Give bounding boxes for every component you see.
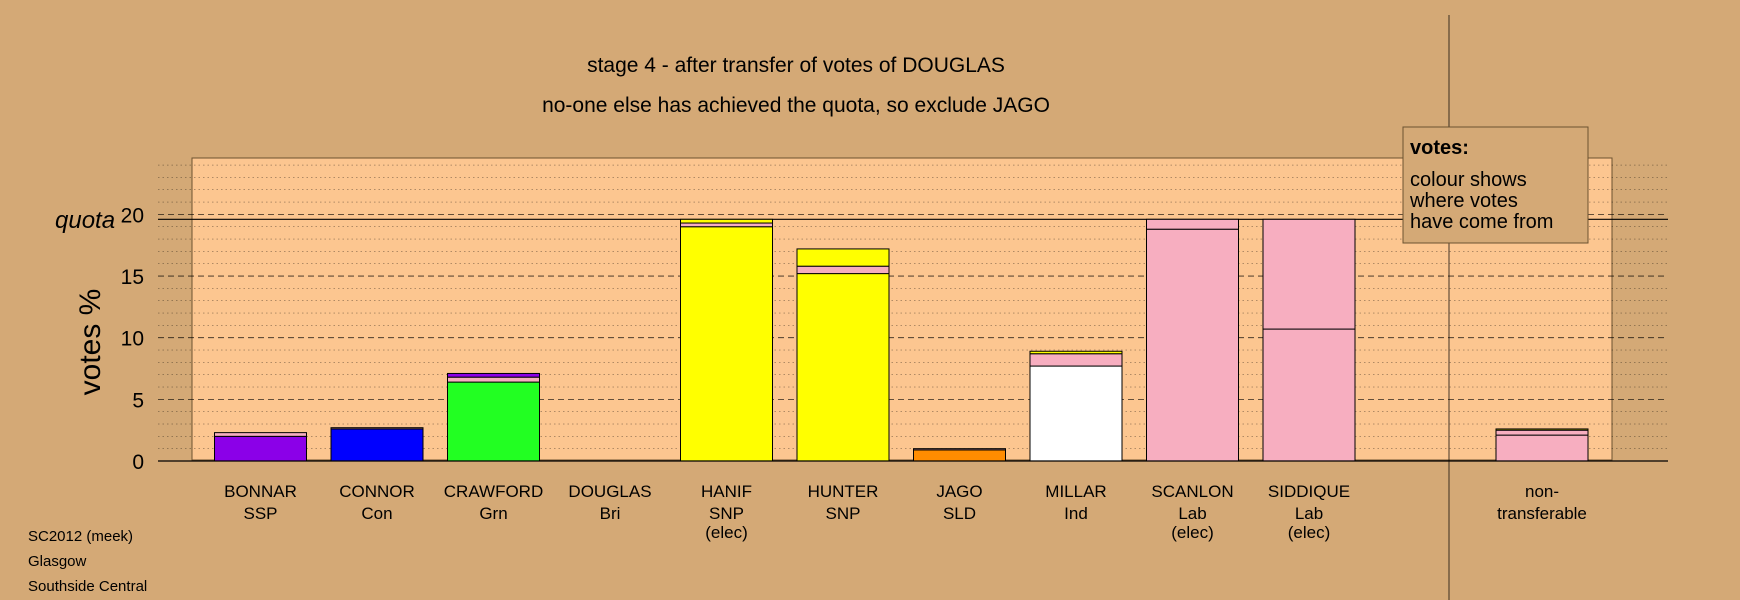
grid-lines [158,164,1668,449]
bar-segment-non [1495,434,1589,462]
candidate-name: CRAWFORD [444,482,543,501]
chart-subtitle: no-one else has achieved the quota, so e… [542,94,1050,117]
candidate-party: SNP [826,504,861,523]
bar-segment-non [1495,429,1589,436]
y-axis-label: votes % [74,289,107,396]
legend-line-3: have come from [1410,211,1553,233]
candidate-party: Lab [1295,504,1323,523]
y-tick-label: 15 [121,266,144,289]
bar-segment-hanif [680,222,773,228]
bar-segment-siddique [1262,218,1356,330]
bar-segment-jago [913,448,1006,451]
bar-segment-hunter [796,248,890,267]
bar-segment-siddique [1262,328,1356,462]
bars-group [214,218,1589,462]
candidate-party: SNP [709,504,744,523]
bar-segment-millar [1029,350,1123,355]
candidate-labels-group: BONNAR SSP CONNOR Con CRAWFORD Grn DOUGLAS Bri H… [224,482,1587,542]
legend-line-1: colour shows [1410,169,1527,191]
bar-segment-scanlon [1146,218,1239,230]
candidate-party: SSP [243,504,277,523]
candidate-party: transferable [1497,504,1587,523]
y-tick-label: 5 [132,389,144,412]
footer-line-2: Glasgow [28,553,87,570]
bar-segment-hanif [680,218,773,224]
candidate-name: BONNAR [224,482,297,501]
bar-segment-crawford [447,372,540,378]
legend-box [1402,126,1589,244]
bar-segment-hunter [796,265,890,275]
footer-line-3: Southside Central [28,578,147,595]
candidate-name: SIDDIQUE [1268,482,1350,501]
candidate-status: (elec) [705,523,748,542]
y-tick-label: 20 [121,204,144,227]
bar-segment-bonnar [214,432,307,437]
candidate-party: SLD [943,504,976,523]
candidate-name: CONNOR [339,482,415,501]
y-tick-label: 10 [121,328,144,351]
bar-segment-non [1495,428,1589,431]
legend: votes: colour shows where votes have com… [1402,126,1589,244]
legend-title: votes: [1410,137,1469,159]
candidate-party: Ind [1064,504,1088,523]
y-tick-label: 0 [132,451,144,474]
candidate-name: HANIF [701,482,752,501]
candidate-name: SCANLON [1151,482,1233,501]
candidate-party: Lab [1178,504,1206,523]
bar-segment-connor [330,428,424,462]
bar-segment-connor [330,427,424,430]
bar-segment-millar [1029,365,1123,462]
candidate-party: Con [361,504,392,523]
candidate-name: DOUGLAS [568,482,651,501]
bar-segment-millar [1029,353,1123,367]
plot-panel [191,157,1613,461]
candidate-name: non- [1525,482,1559,501]
quota-label: quota [55,207,115,234]
bar-segment-scanlon [1146,228,1239,462]
candidate-name: JAGO [936,482,982,501]
bar-segment-hanif [680,226,773,462]
bar-segment-bonnar [214,435,307,462]
y-ticks-group: 0 5 10 15 20 [121,204,144,474]
candidate-name: HUNTER [808,482,879,501]
bar-segment-hunter [796,273,890,462]
legend-line-2: where votes [1409,190,1518,212]
candidate-status: (elec) [1171,523,1214,542]
bar-segment-jago [913,449,1006,462]
candidate-name: MILLAR [1045,482,1106,501]
candidate-party: Bri [600,504,621,523]
candidate-status: (elec) [1288,523,1331,542]
bar-segment-crawford [447,381,540,462]
candidate-party: Grn [479,504,507,523]
footer-line-1: SC2012 (meek) [28,528,133,545]
bar-segment-crawford [447,376,540,383]
chart-title: stage 4 - after transfer of votes of DOU… [587,54,1005,77]
